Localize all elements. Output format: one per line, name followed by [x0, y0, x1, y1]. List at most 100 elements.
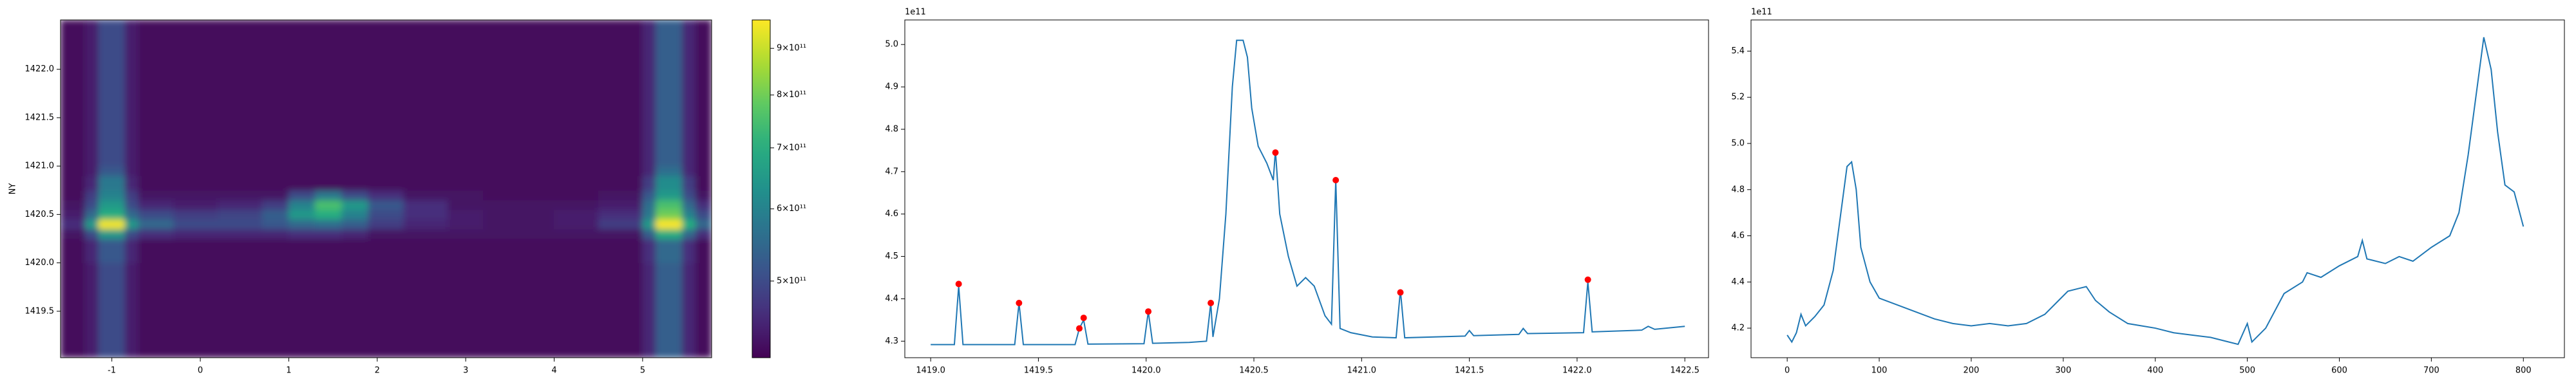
heatmap-cell	[98, 69, 126, 118]
heatmap-cell	[448, 69, 484, 118]
heatmap-cell	[315, 228, 343, 239]
y-tick-label: 1422.0	[25, 64, 55, 74]
heatmap-cell	[448, 117, 484, 167]
heatmap-cell	[553, 117, 599, 167]
heatmap-cell	[682, 175, 696, 191]
heatmap-cell	[553, 238, 599, 264]
heatmap-cell	[682, 219, 696, 230]
heatmap-cell	[218, 311, 263, 358]
heatmap-cell	[218, 117, 263, 167]
x-tick-label: 400	[2147, 366, 2163, 376]
heatmap-cell	[315, 117, 343, 167]
y-axis-label: NY	[8, 183, 18, 195]
heatmap-cell	[288, 228, 316, 239]
heatmap-cell	[124, 20, 139, 70]
heatmap-cell	[518, 228, 554, 239]
heatmap-cell	[124, 219, 139, 230]
heatmap-cell	[124, 262, 139, 312]
heatmap-cell	[84, 311, 99, 358]
heatmap-cell	[682, 69, 696, 118]
heatmap-cell	[138, 20, 175, 70]
heatmap-cell	[655, 175, 683, 191]
heatmap-cell	[655, 262, 683, 312]
heatmap-cell	[368, 175, 404, 191]
heatmap-cell	[695, 311, 712, 358]
heatmap-cell	[655, 238, 683, 264]
heatmap-cell	[98, 209, 126, 220]
heatmap-cell	[84, 228, 99, 239]
peak-marker	[1397, 289, 1404, 296]
heatmap-cell	[138, 209, 175, 220]
heatmap-cell	[315, 69, 343, 118]
y-tick-label: 5.0	[885, 40, 898, 50]
y-tick-label: 1419.5	[25, 306, 55, 316]
heatmap-cell	[261, 262, 289, 312]
heatmap-cell	[598, 199, 643, 210]
heatmap-cell	[341, 175, 369, 191]
heatmap-cell	[448, 228, 484, 239]
heatmap-cell	[341, 69, 369, 118]
x-tick-label: 800	[2515, 366, 2532, 376]
heatmap-cell	[315, 311, 343, 358]
heatmap-cell	[553, 209, 599, 220]
heatmap-cell	[288, 219, 316, 230]
heatmap-cell	[483, 262, 520, 312]
heatmap-cell	[124, 209, 139, 220]
heatmap-cell	[218, 199, 263, 210]
heatmap-cell	[61, 219, 86, 230]
heatmap-cell	[448, 311, 484, 358]
heatmap-cell	[124, 117, 139, 167]
heatmap-cell	[655, 165, 683, 176]
x-tick-label: 300	[2055, 366, 2071, 376]
peak-marker	[1076, 325, 1083, 332]
offset-text: 1e11	[905, 8, 926, 17]
heatmap-cell	[655, 228, 683, 239]
heatmap-cell	[368, 117, 404, 167]
heatmap-cell	[682, 117, 696, 167]
heatmap-cell	[98, 190, 126, 201]
heatmap-cell	[403, 311, 449, 358]
heatmap-cell	[315, 175, 343, 191]
heatmap-cell	[98, 117, 126, 167]
heatmap-cell	[368, 311, 404, 358]
heatmap-cell	[261, 165, 289, 176]
heatmap-cell	[341, 20, 369, 70]
heatmap-cell	[682, 238, 696, 264]
heatmap-cell	[642, 209, 656, 220]
heatmap-cell	[315, 209, 343, 220]
heatmap-cell	[368, 199, 404, 210]
heatmap-cell	[483, 238, 520, 264]
heatmap-cell	[695, 228, 712, 239]
heatmap-cell	[288, 117, 316, 167]
peak-marker	[1208, 300, 1215, 307]
heatmap-cell	[682, 165, 696, 176]
heatmap-cell	[288, 190, 316, 201]
heatmap-cell	[642, 20, 656, 70]
colorbar-tick-label: 9×10¹¹	[777, 44, 806, 53]
heatmap-cell	[695, 69, 712, 118]
heatmap-cell	[61, 199, 86, 210]
x-tick-label: 1420.5	[1239, 366, 1269, 376]
heatmap-cell	[341, 117, 369, 167]
heatmap-cell	[218, 228, 263, 239]
heatmap-cell	[341, 190, 369, 201]
heatmap-cell	[138, 165, 175, 176]
heatmap-cell	[341, 199, 369, 210]
heatmap-cell	[448, 262, 484, 312]
peak-marker	[1584, 276, 1591, 283]
heatmap-cell	[403, 165, 449, 176]
heatmap-cell	[403, 117, 449, 167]
heatmap-cell	[642, 117, 656, 167]
x-tick-label: 700	[2423, 366, 2439, 376]
heatmap-cell	[642, 311, 656, 358]
heatmap-cell	[518, 190, 554, 201]
y-tick-label: 4.5	[885, 252, 898, 261]
heatmap-cell	[655, 311, 683, 358]
heatmap-cell	[403, 262, 449, 312]
x-tick-label: 200	[1964, 366, 1980, 376]
heatmap-cell	[138, 228, 175, 239]
heatmap-cell	[448, 209, 484, 220]
heatmap-cell	[403, 199, 449, 210]
heatmap-cell	[368, 219, 404, 230]
heatmap-cell	[124, 238, 139, 264]
